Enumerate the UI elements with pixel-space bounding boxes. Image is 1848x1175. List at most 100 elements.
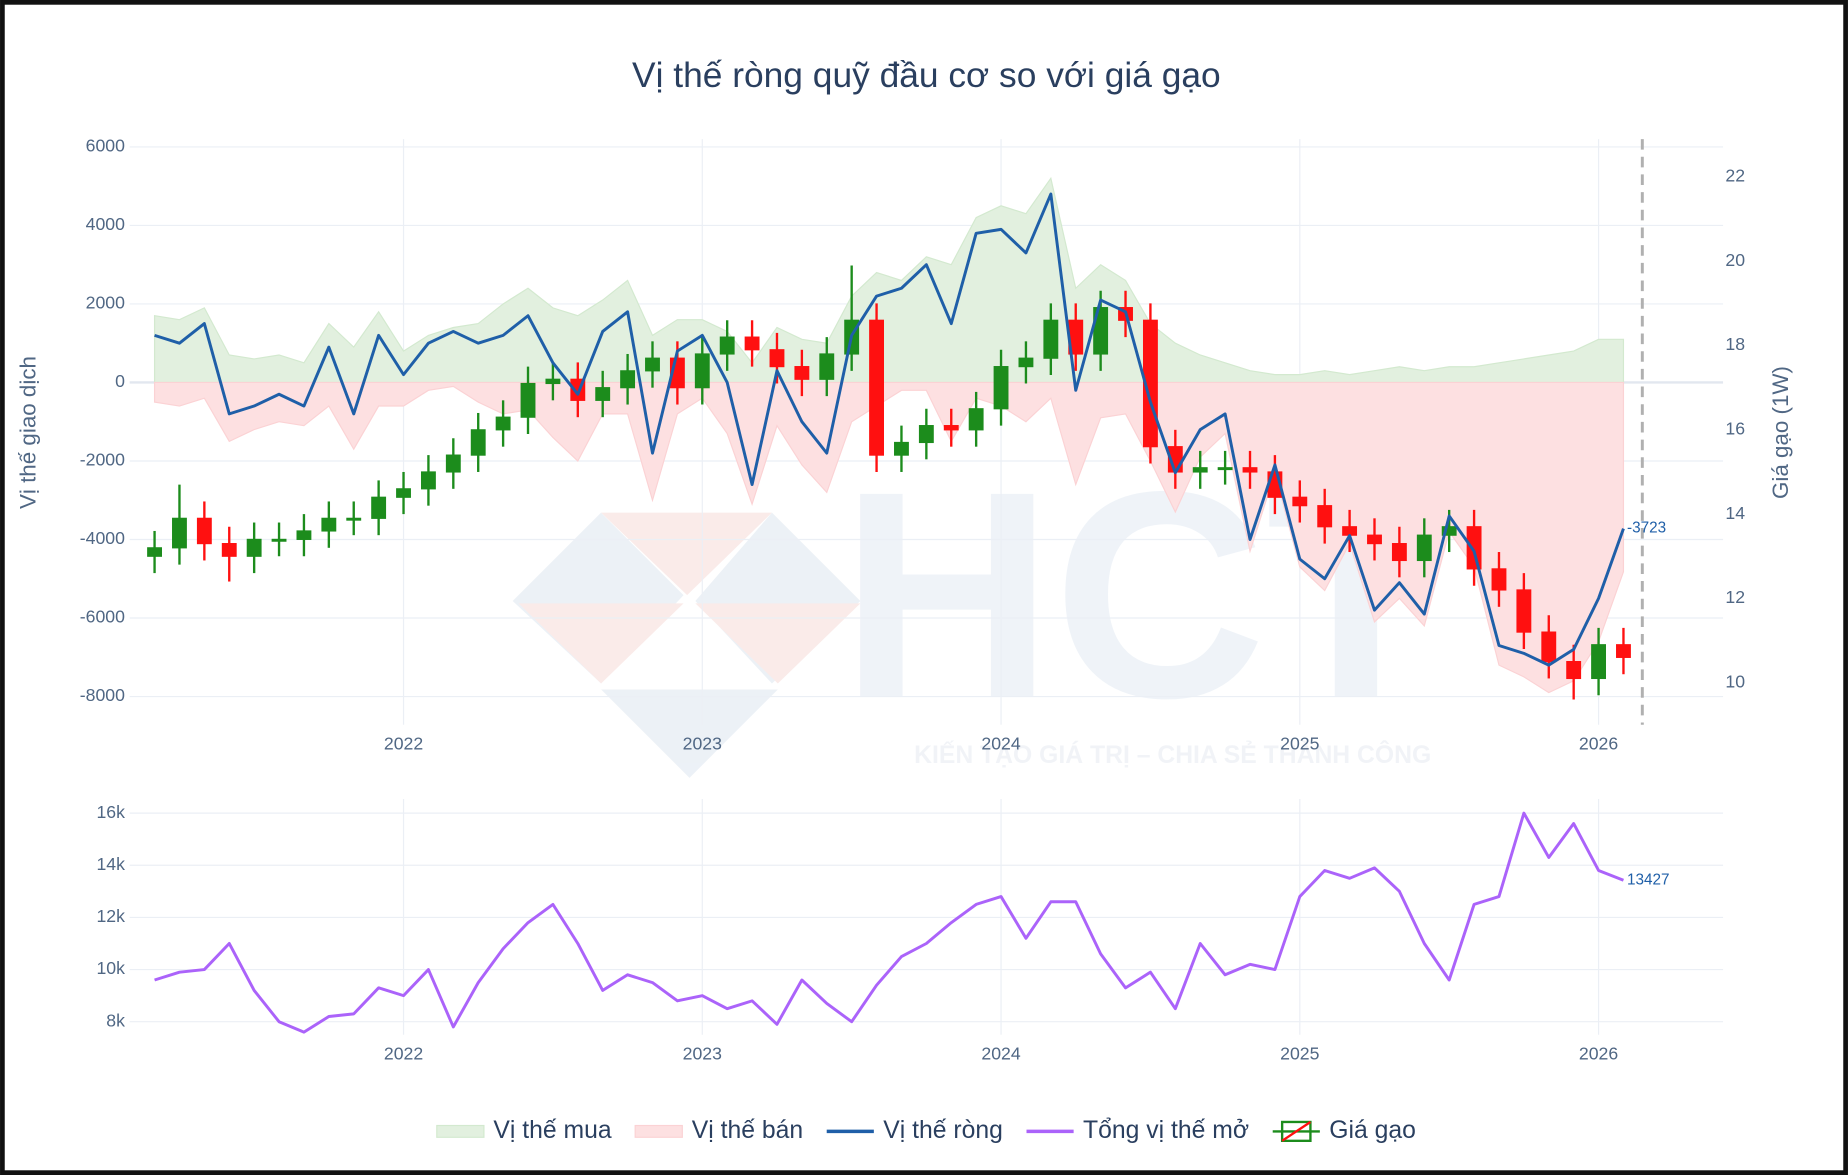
last-value-label: -3723 (1627, 520, 1666, 537)
plot: 2022 2023 2024 2025 2026 8k 10k 12k 14k 16k 13427 (96, 799, 1724, 1063)
y-tick-label: -4000 (80, 528, 125, 548)
candle-body (296, 530, 312, 540)
candle-body (620, 370, 636, 389)
candle-body (1566, 661, 1582, 680)
y-tick-label: 6000 (86, 136, 125, 156)
x-tick-label: 2022 (384, 1043, 423, 1063)
x-tick-label: 2025 (1280, 734, 1319, 754)
y-tick-label: 0 (115, 371, 125, 391)
candle-body (595, 387, 611, 401)
legend-swatch (1280, 1120, 1312, 1143)
candle-body (1342, 526, 1358, 536)
legend-swatch (436, 1124, 485, 1138)
candle-body (321, 517, 337, 532)
candle-body (1491, 568, 1507, 591)
candle-body (221, 543, 237, 557)
candle-body (1416, 534, 1432, 562)
y-tick-label: 8k (106, 1010, 125, 1030)
area (153, 176, 1625, 384)
line (154, 811, 1624, 1034)
y-tick-label: 10k (96, 958, 125, 978)
candle-body (371, 496, 387, 519)
x-tick-label: 2024 (981, 734, 1020, 754)
legend-label: Vị thế mua (493, 1117, 611, 1144)
candle-body (993, 366, 1009, 410)
candle-body (769, 349, 785, 368)
candle-body (470, 429, 486, 456)
candle-body (1516, 589, 1532, 633)
x-tick-label: 2023 (683, 1043, 722, 1063)
x-tick-label: 2026 (1579, 734, 1618, 754)
candle-body (968, 408, 984, 431)
candle-body (694, 353, 710, 389)
x-tick-label: 2022 (384, 734, 423, 754)
candle-body (1192, 467, 1208, 473)
legend-swatch (1281, 1120, 1312, 1142)
legend-label: Tổng vị thế mở (1083, 1117, 1249, 1144)
legend-item: Tổng vị thế mở (1026, 1117, 1249, 1144)
y2-tick-label: 20 (1725, 250, 1745, 270)
y-axis-title: Vị thế giao dịch (15, 356, 40, 509)
candle-body (1242, 467, 1258, 473)
plot: 2022 2023 2024 2025 2026-8000-6000-4000-2000… (80, 136, 1745, 754)
y-tick-label: -6000 (80, 607, 125, 627)
logo-shape (601, 512, 772, 596)
line (154, 192, 1625, 667)
candle-body (1541, 631, 1557, 663)
candle-body (1018, 357, 1034, 368)
candle-body (445, 454, 461, 473)
x-tick-label: 2024 (981, 1043, 1020, 1063)
logo-shape (518, 603, 684, 684)
y2-tick-label: 22 (1725, 166, 1745, 186)
candle-body (943, 425, 959, 431)
candle-body (1616, 644, 1631, 658)
candle-body (918, 425, 934, 444)
candle-body (520, 382, 536, 418)
x-tick-label: 2026 (1579, 1043, 1618, 1063)
candle-body (196, 517, 212, 545)
x-tick-label: 2023 (683, 734, 722, 754)
candle-body (396, 488, 411, 498)
candle-body (346, 517, 362, 521)
candle-body (869, 319, 884, 456)
legend-item: Vị thế mua (436, 1117, 612, 1144)
legend-item: Vị thế bán (634, 1117, 803, 1144)
candle-body (1591, 644, 1607, 680)
legend-swatch (634, 1124, 683, 1138)
y2-tick-label: 18 (1725, 334, 1745, 354)
legend-item: Giá gạo (1272, 1117, 1416, 1144)
legend-label: Vị thế bán (692, 1117, 803, 1144)
candle-body (794, 366, 810, 380)
y-tick-label: -2000 (80, 450, 125, 470)
y2-tick-label: 14 (1725, 503, 1745, 523)
y-tick-label: 12k (96, 906, 125, 926)
candle-body (645, 357, 660, 372)
y-tick-label: 14k (96, 854, 125, 874)
candle-body (1217, 467, 1233, 471)
legend-label: Giá gạo (1329, 1117, 1416, 1144)
candle-body (1292, 496, 1308, 507)
y-tick-label: 4000 (86, 214, 125, 234)
logo-shape (695, 603, 861, 684)
legend: Vị thế mua Vị thế bán Vị thế ròng Tổng vị t… (436, 1117, 1416, 1144)
candle-body (894, 441, 909, 456)
y2-tick-label: 12 (1725, 587, 1745, 607)
candle-body (1441, 526, 1457, 536)
candle-body (545, 378, 561, 385)
candle-body (744, 336, 760, 351)
candle-body (172, 517, 187, 549)
candle-body (420, 471, 436, 490)
y-tick-label: 16k (96, 802, 125, 822)
legend-label: Vị thế ròng (883, 1117, 1003, 1144)
y-tick-label: -8000 (80, 685, 125, 705)
tagline: KIẾN TẠO GIÁ TRỊ – CHIA SẺ THÀNH CÔNG (914, 740, 1431, 769)
candle-body (495, 416, 511, 431)
candle-body (819, 353, 835, 380)
candle-body (1317, 505, 1333, 528)
area (153, 381, 1625, 694)
candle-body (719, 336, 735, 355)
y-tick-label: 2000 (86, 293, 125, 313)
y2-axis-title: Giá gạo (1W) (1768, 366, 1793, 499)
candle-body (1043, 319, 1059, 359)
